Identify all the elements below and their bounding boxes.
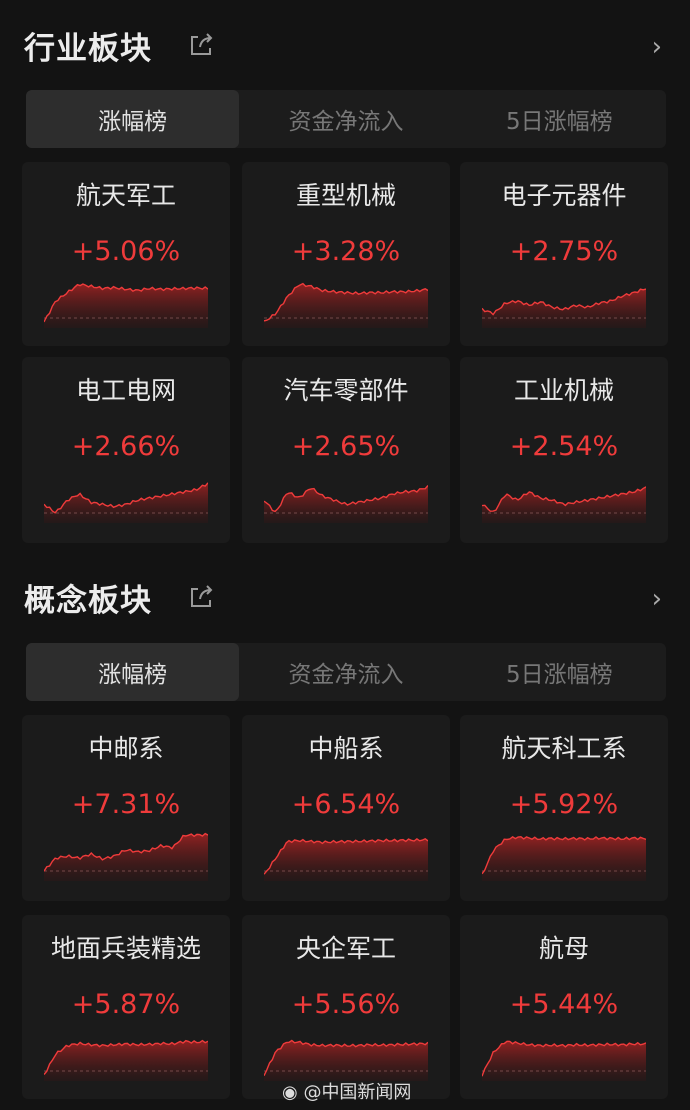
sparkline <box>264 485 428 523</box>
sparkline-area <box>44 833 208 881</box>
sparkline <box>482 486 646 523</box>
sparkline-area <box>44 1040 208 1081</box>
sparkline-line <box>482 835 646 875</box>
sector-name: 汽车零部件 <box>283 376 409 405</box>
sector-card[interactable]: 重型机械 +3.28% <box>242 162 450 346</box>
sparkline <box>44 1039 208 1081</box>
sparkline <box>44 482 208 523</box>
watermark: ◉ @中国新闻网 <box>282 1082 412 1103</box>
sector-change: +2.54% <box>509 431 619 462</box>
section-header: 概念板块 › <box>24 572 666 622</box>
sector-change: +5.92% <box>509 789 619 820</box>
sparkline-line <box>44 1039 208 1075</box>
sector-name: 航母 <box>538 934 589 963</box>
sector-card[interactable]: 工业机械 +2.54% <box>460 357 668 543</box>
sparkline-area <box>44 284 208 328</box>
sparkline <box>44 283 208 328</box>
chevron-right-icon[interactable]: › <box>651 32 662 62</box>
sector-change: +3.28% <box>291 236 401 267</box>
sparkline-line <box>264 485 428 513</box>
sector-card[interactable]: 地面兵装精选 +5.87% <box>22 915 230 1099</box>
share-icon[interactable] <box>188 584 214 610</box>
sparkline-area <box>264 1040 428 1081</box>
sparkline-area <box>482 836 646 881</box>
sector-name: 电子元器件 <box>501 181 627 210</box>
section-title: 行业板块 <box>24 30 152 67</box>
sector-change: +5.44% <box>509 989 619 1020</box>
sparkline <box>264 837 428 881</box>
sparkline-area <box>264 283 428 328</box>
sparkline-area <box>482 289 646 328</box>
tab-bar: 涨幅榜 资金净流入 5日涨幅榜 <box>26 643 666 701</box>
tab-1[interactable]: 资金净流入 <box>288 109 404 135</box>
sparkline <box>264 282 428 328</box>
sector-name: 央企军工 <box>295 934 396 963</box>
sparkline-area <box>44 482 208 523</box>
sparkline-line <box>44 283 208 323</box>
sparkline-line <box>264 282 428 322</box>
sparkline-line <box>482 1040 646 1077</box>
sparkline <box>44 832 208 881</box>
sector-card[interactable]: 航天科工系 +5.92% <box>460 715 668 901</box>
sparkline-area <box>482 1041 646 1081</box>
sparkline-line <box>264 837 428 875</box>
tab-2[interactable]: 5日涨幅榜 <box>506 109 613 135</box>
sparkline-area <box>264 838 428 881</box>
sector-change: +5.87% <box>71 989 181 1020</box>
sector-card[interactable]: 电工电网 +2.66% <box>22 357 230 543</box>
tab-0[interactable]: 涨幅榜 <box>26 90 240 148</box>
sparkline-line <box>482 486 646 512</box>
sector-name: 地面兵装精选 <box>50 934 201 963</box>
sector-change: +5.06% <box>71 236 181 267</box>
sector-change: +7.31% <box>71 789 181 820</box>
sector-name: 航天军工 <box>75 181 176 210</box>
sector-name: 电工电网 <box>75 376 176 405</box>
sparkline-line <box>44 482 208 514</box>
sector-card[interactable]: 中船系 +6.54% <box>242 715 450 901</box>
sector-card[interactable]: 电子元器件 +2.75% <box>460 162 668 346</box>
sparkline <box>482 835 646 881</box>
sector-name: 重型机械 <box>295 181 396 210</box>
tab-0[interactable]: 涨幅榜 <box>26 643 240 701</box>
sector-name: 工业机械 <box>513 376 614 405</box>
section-title: 概念板块 <box>24 582 152 619</box>
share-icon[interactable] <box>188 32 214 58</box>
sparkline <box>264 1039 428 1081</box>
sector-change: +6.54% <box>291 789 401 820</box>
tab-bar: 涨幅榜 资金净流入 5日涨幅榜 <box>26 90 666 148</box>
tab-1[interactable]: 资金净流入 <box>288 662 404 688</box>
sector-change: +5.56% <box>291 989 401 1020</box>
section-header: 行业板块 › <box>24 20 666 70</box>
sector-card[interactable]: 汽车零部件 +2.65% <box>242 357 450 543</box>
sector-change: +2.65% <box>291 431 401 462</box>
sector-name: 中船系 <box>308 734 384 763</box>
sparkline <box>482 1040 646 1081</box>
chevron-right-icon[interactable]: › <box>651 584 662 614</box>
sector-name: 航天科工系 <box>501 734 627 763</box>
sector-card[interactable]: 中邮系 +7.31% <box>22 715 230 901</box>
sector-name: 中邮系 <box>88 734 164 763</box>
sector-change: +2.75% <box>509 236 619 267</box>
sparkline-line <box>44 832 208 872</box>
sparkline <box>482 288 646 328</box>
sparkline-line <box>482 288 646 316</box>
sparkline-line <box>264 1039 428 1077</box>
sector-card[interactable]: 航天军工 +5.06% <box>22 162 230 346</box>
sector-card[interactable]: 航母 +5.44% <box>460 915 668 1099</box>
tab-2[interactable]: 5日涨幅榜 <box>506 662 613 688</box>
sector-card[interactable]: 央企军工 +5.56% <box>242 915 450 1099</box>
sector-change: +2.66% <box>71 431 181 462</box>
